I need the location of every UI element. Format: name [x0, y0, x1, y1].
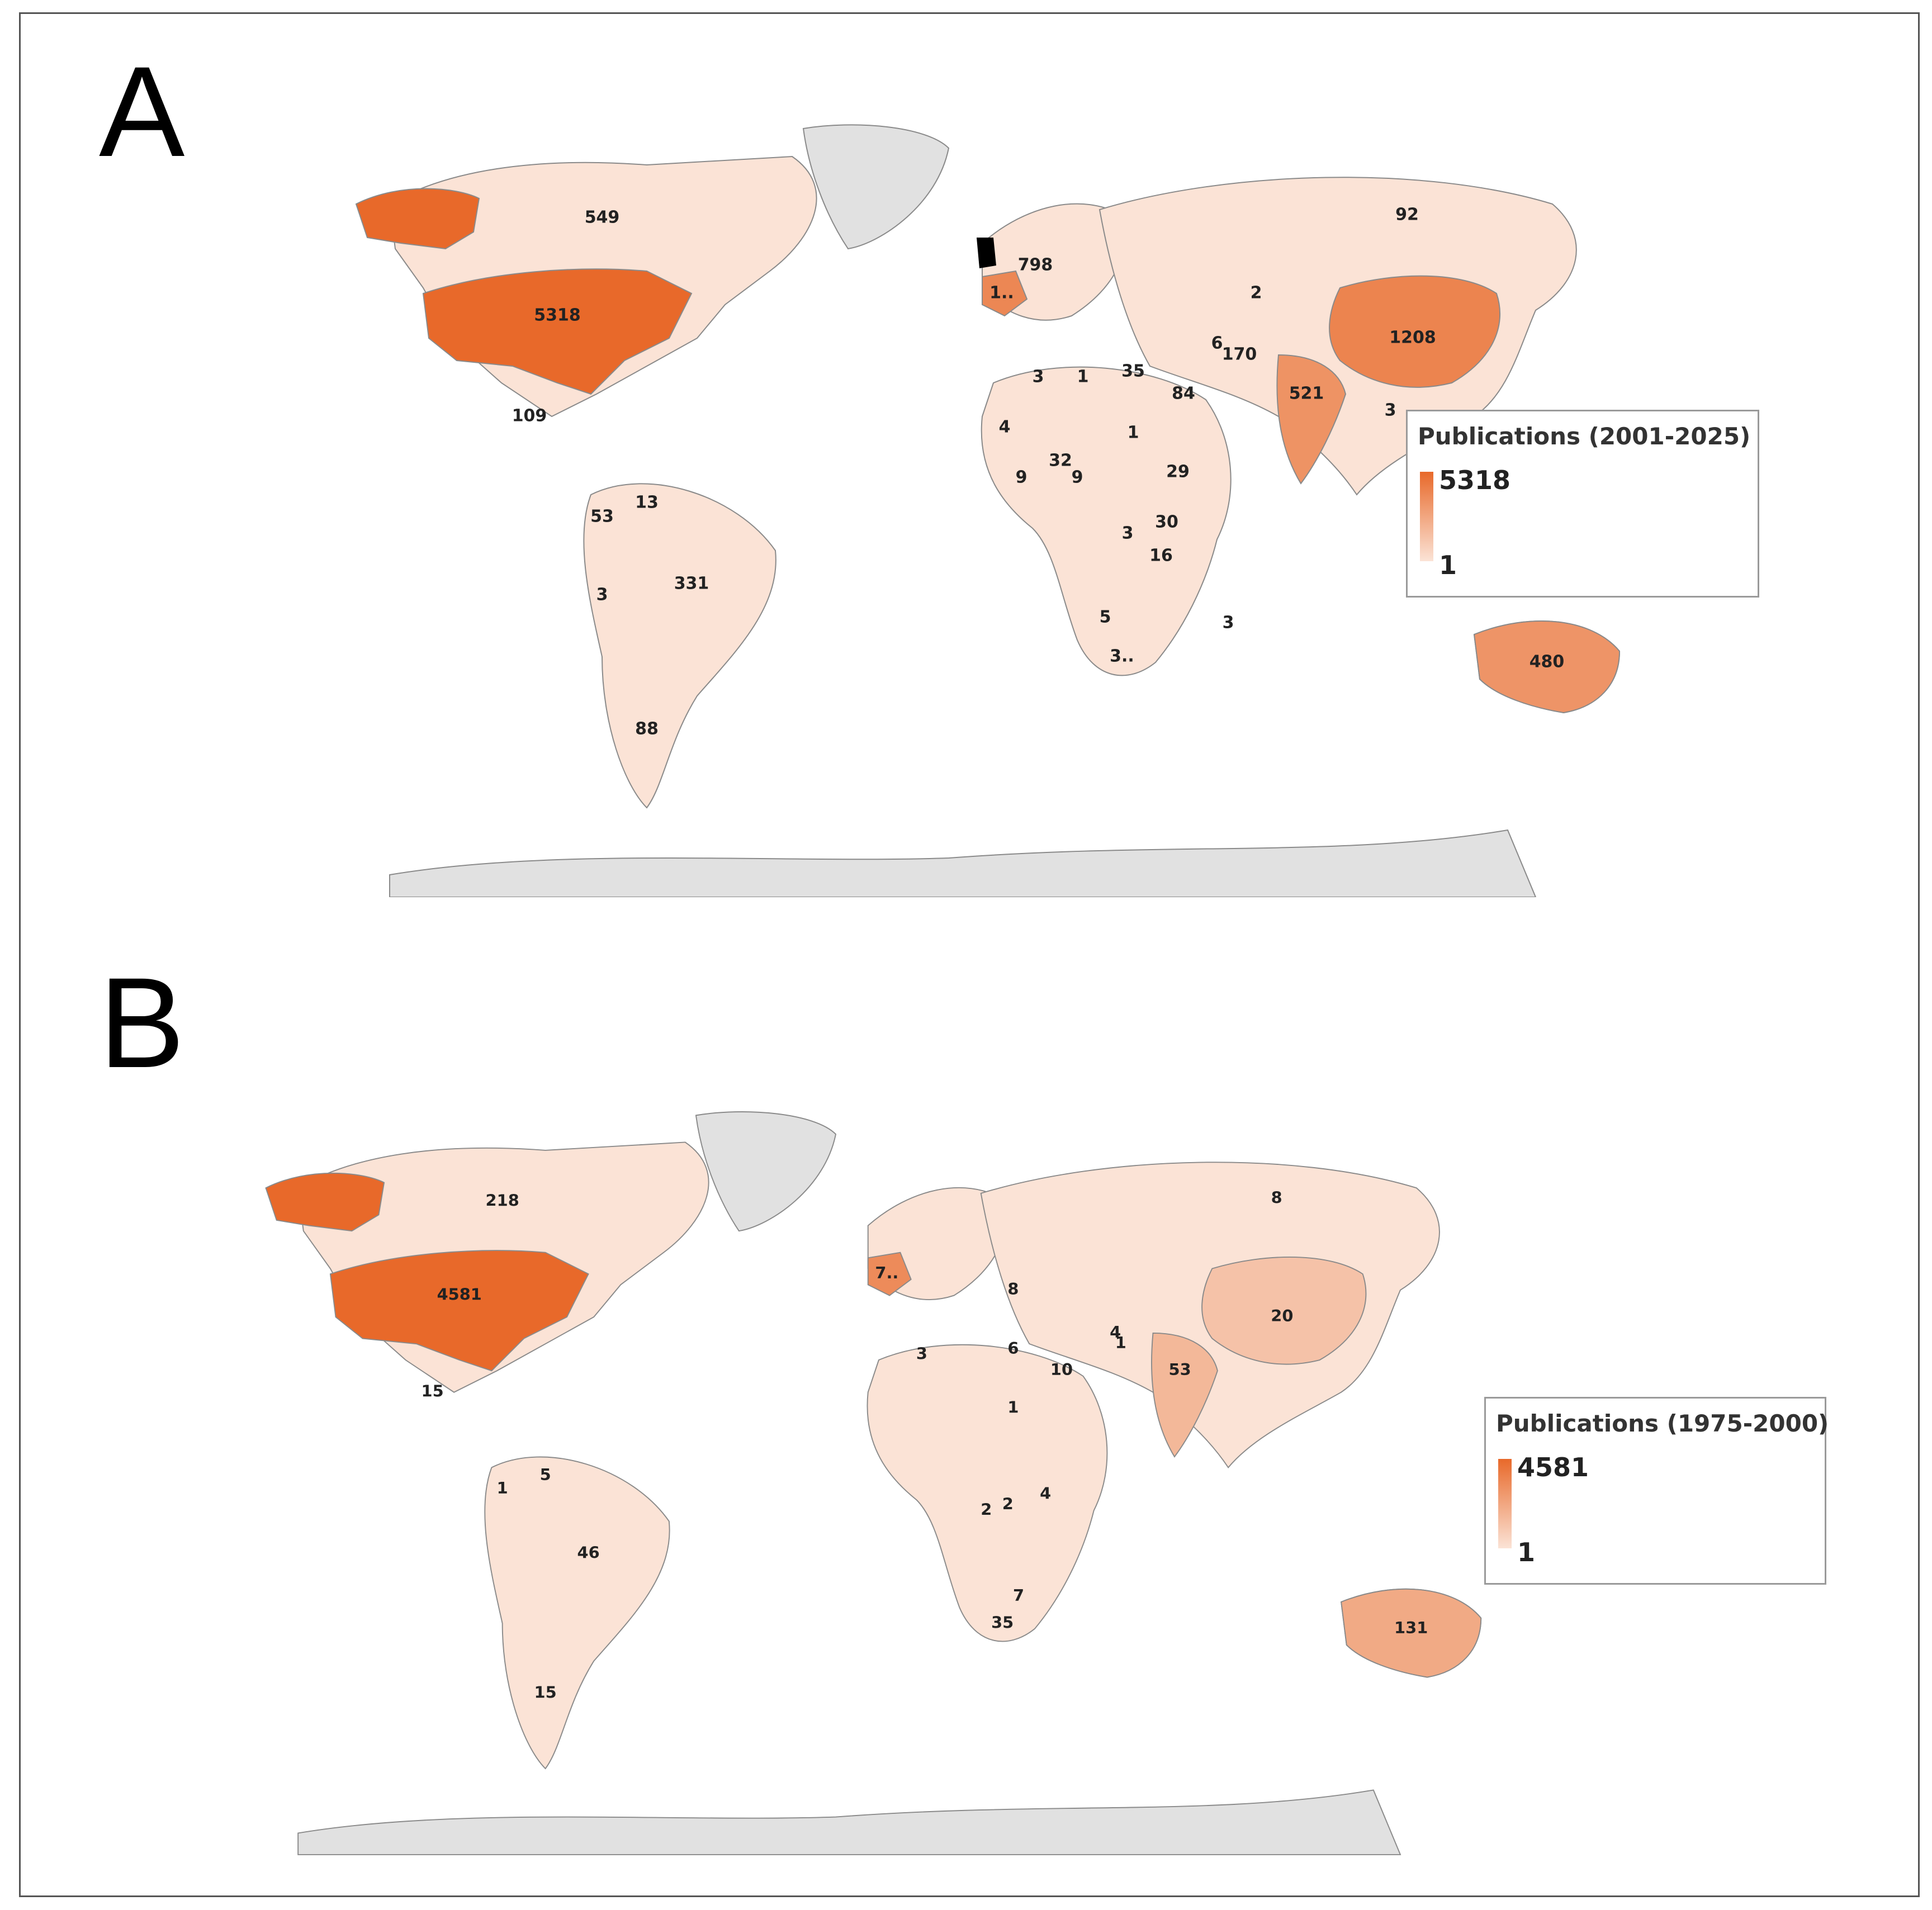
country-label-nigeria: 32: [1049, 451, 1072, 471]
country-label-iraq: 6: [1211, 334, 1223, 353]
country-label-venezuela: 5: [540, 1465, 551, 1484]
country-label-brazil: 46: [577, 1543, 600, 1562]
country-label-iran: 4: [1110, 1323, 1121, 1342]
country-label-india: 53: [1169, 1360, 1191, 1379]
country-label-cameroon: 9: [1072, 468, 1083, 487]
country-france: [982, 270, 1028, 317]
landmass-layer: [297, 1111, 1482, 1855]
land-greenland: [695, 1111, 837, 1232]
country-label-colombia: 1: [497, 1478, 508, 1497]
country-label-china: 20: [1271, 1306, 1293, 1325]
country-label-brazil: 331: [674, 574, 709, 594]
country-label-venezuela: 13: [635, 493, 659, 513]
country-usa: [329, 1250, 589, 1372]
country-label-argentina: 88: [635, 719, 659, 739]
country-label-iran: 170: [1222, 345, 1257, 364]
country-label-colombia: 53: [590, 507, 614, 527]
country-australia: [1473, 620, 1621, 714]
country-label-france: 7..: [875, 1263, 898, 1282]
country-label-saudi-arabia: 10: [1050, 1360, 1073, 1379]
country-label-mexico: 109: [512, 406, 547, 426]
panel-a-labels: 531812087981..54952148033117010992888453…: [512, 205, 1565, 739]
country-label-libya: 1: [1077, 367, 1089, 387]
legend-title: Publications (2001-2025): [1418, 423, 1751, 450]
country-label-russia: 8: [1271, 1188, 1282, 1207]
panel-a-legend: Publications (2001-2025) 5318 1: [1406, 410, 1759, 598]
country-label-ghana: 9: [1016, 468, 1027, 487]
country-label-algeria: 3: [916, 1344, 927, 1363]
country-label-sudan: 1: [1007, 1398, 1019, 1417]
country-label-russia: 92: [1395, 205, 1419, 225]
country-label-ethiopia: 29: [1166, 462, 1190, 482]
country-label-madagascar: 3: [1223, 613, 1234, 633]
legend-min-value: 1: [1517, 1537, 1536, 1567]
land-antarctica: [389, 829, 1537, 897]
panel-a-letter: A: [99, 40, 185, 183]
country-australia: [1341, 1588, 1482, 1678]
country-uk: [977, 238, 996, 268]
land-south-america: [484, 1456, 670, 1770]
country-label-tanzania: 16: [1149, 546, 1173, 566]
country-label-france: 1..: [989, 283, 1014, 303]
country-label-kenya: 4: [1040, 1484, 1051, 1503]
country-label-myanmar: 3: [1385, 401, 1396, 420]
country-label-china: 1208: [1389, 328, 1436, 348]
country-usa-alaska: [265, 1172, 385, 1232]
country-china: [1329, 275, 1501, 388]
legend-color-scale: [1420, 472, 1433, 561]
country-label-peru: 3: [596, 585, 608, 605]
country-label-egypt: 35: [1121, 362, 1145, 381]
country-label-usa: 4581: [437, 1285, 482, 1304]
country-india: [1151, 1332, 1218, 1458]
land-africa: [981, 366, 1232, 676]
figure-frame: A 5318 1208 798 1.. 549 521 480 331 170 109 92 88 84…: [19, 12, 1920, 1897]
country-label-australia: 480: [1530, 652, 1565, 672]
country-usa-alaska: [355, 188, 480, 250]
land-africa: [866, 1344, 1108, 1642]
country-label-canada: 218: [486, 1191, 519, 1210]
country-label-south-africa: 3..: [1110, 647, 1134, 666]
country-label-kenya: 30: [1155, 513, 1178, 532]
country-label-algeria: 3: [1033, 367, 1044, 387]
legend-min-value: 1: [1439, 550, 1457, 580]
country-label-mexico: 15: [422, 1382, 444, 1401]
country-label-zambia: 2: [1002, 1495, 1014, 1514]
country-label-dr-congo: 2: [981, 1500, 992, 1519]
country-label-kazakhstan: 2: [1251, 283, 1262, 303]
country-label-saudi-arabia: 84: [1172, 384, 1195, 404]
legend-max-value: 5318: [1439, 465, 1511, 495]
country-label-sudan: 1: [1128, 423, 1139, 443]
country-label-germany: 798: [1018, 255, 1053, 275]
country-label-argentina: 15: [534, 1682, 557, 1702]
country-label-australia: 131: [1394, 1618, 1428, 1637]
country-india: [1276, 354, 1347, 485]
country-label-turkey: 8: [1007, 1279, 1019, 1298]
country-label-india: 521: [1289, 384, 1324, 404]
legend-title: Publications (1975-2000): [1496, 1410, 1829, 1437]
country-label-usa: 5318: [534, 306, 581, 325]
country-label-egypt: 6: [1007, 1339, 1019, 1358]
country-label-mali: 4: [999, 418, 1011, 437]
country-label-canada: 549: [585, 208, 620, 228]
panel-b-letter: B: [99, 951, 185, 1094]
country-layer: [355, 188, 1621, 714]
legend-color-scale: [1498, 1459, 1512, 1548]
country-china: [1201, 1256, 1367, 1365]
country-label-zambia: 3: [1122, 524, 1134, 543]
land-south-america: [583, 483, 776, 809]
country-usa: [422, 268, 693, 395]
country-label-pakistan: 1: [1115, 1333, 1126, 1352]
country-france: [867, 1252, 912, 1296]
land-greenland: [802, 124, 950, 250]
country-label-south-africa: 35: [991, 1613, 1014, 1632]
panel-b-legend: Publications (1975-2000) 4581 1: [1484, 1397, 1829, 1585]
panel-a-world-map: 531812087981..54952148033117010992888453…: [355, 124, 1621, 897]
country-layer: [265, 1172, 1482, 1678]
country-label-zimbabwe: 7: [1013, 1586, 1024, 1605]
country-label-botswana: 5: [1100, 608, 1111, 627]
land-antarctica: [297, 1789, 1401, 1855]
legend-max-value: 4581: [1517, 1452, 1589, 1482]
